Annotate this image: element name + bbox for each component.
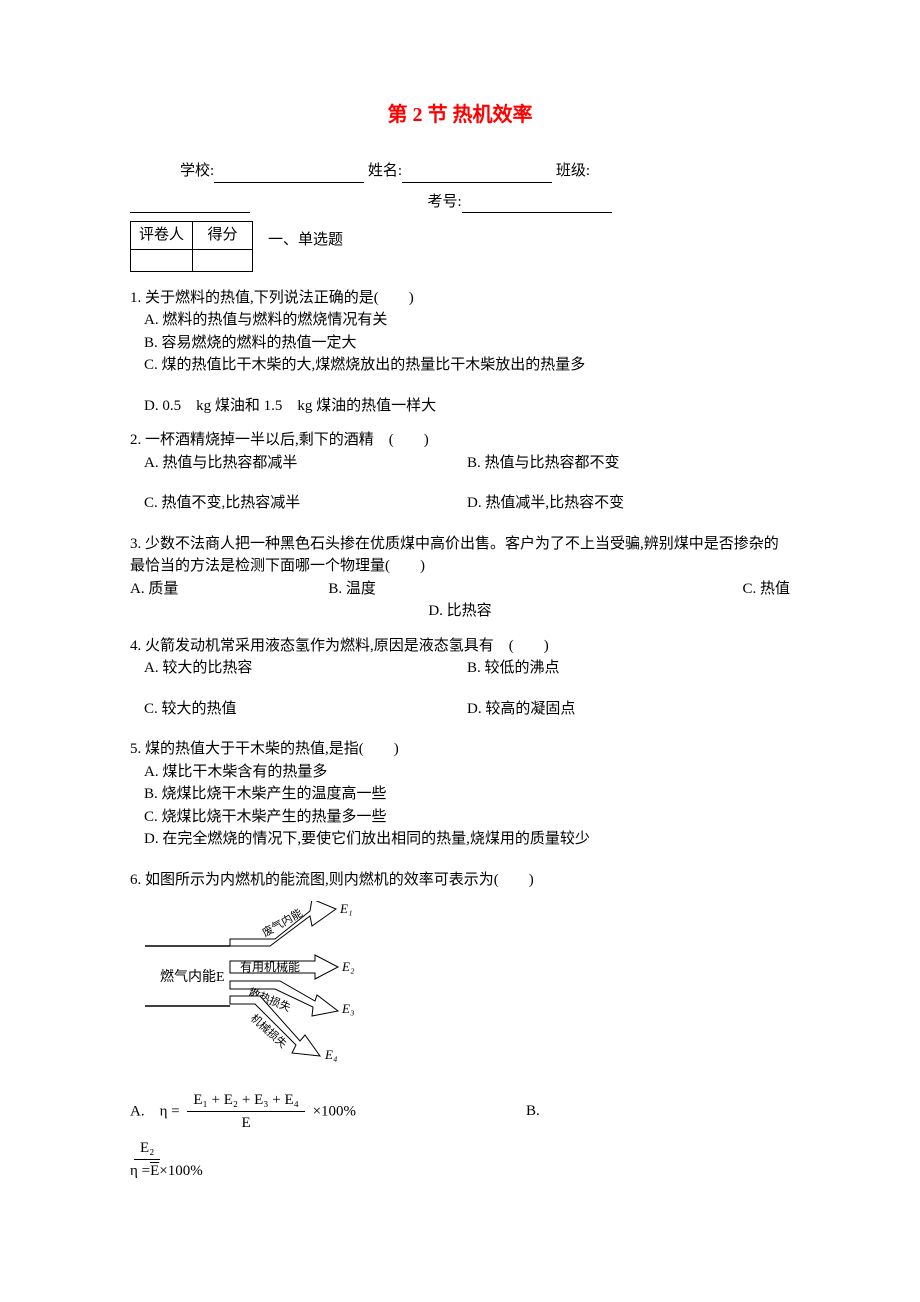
- q4-opt-c: C. 较大的热值: [130, 698, 467, 721]
- grade-col-2: 得分: [193, 222, 253, 250]
- question-3: 3. 少数不法商人把一种黑色石头掺在优质煤中高价出售。客户为了不上当受骗,辨别煤…: [130, 533, 790, 623]
- section-1-label: 一、单选题: [268, 221, 343, 252]
- q1-opt-a: A. 燃料的热值与燃料的燃烧情况有关: [130, 309, 790, 332]
- q2-opt-a: A. 热值与比热容都减半: [130, 452, 467, 475]
- name-label: 姓名:: [368, 163, 402, 179]
- q1-opt-b: B. 容易燃烧的燃料的热值一定大: [130, 332, 790, 355]
- class-blank: [130, 195, 250, 213]
- q3-opt-d: D. 比热容: [130, 600, 790, 623]
- q6-stem: 6. 如图所示为内燃机的能流图,则内燃机的效率可表示为( ): [130, 869, 790, 892]
- q6-opt-a: A. η = E₁ + E₂ + E₃ + E₄ E ×100%: [130, 1089, 526, 1135]
- section-header: 评卷人 得分 一、单选题: [130, 221, 790, 272]
- q5-opt-c: C. 烧煤比烧干木柴产生的热量多一些: [130, 806, 790, 829]
- q4-opt-d: D. 较高的凝固点: [467, 698, 790, 721]
- diagram-E3: E₃: [341, 1001, 354, 1016]
- q1-opt-c: C. 煤的热值比干木柴的大,煤燃烧放出的热量比干木柴放出的热量多: [130, 354, 790, 377]
- page-title: 第 2 节 热机效率: [130, 100, 790, 130]
- diagram-E4: E₄: [324, 1047, 338, 1062]
- question-5: 5. 煤的热值大于干木柴的热值,是指( ) A. 煤比干木柴含有的热量多 B. …: [130, 738, 790, 851]
- q2-opt-b: B. 热值与比热容都不变: [467, 452, 790, 475]
- q3-opt-a: A. 质量: [130, 578, 178, 601]
- q1-opt-d: D. 0.5 kg 煤油和 1.5 kg 煤油的热值一样大: [130, 395, 790, 418]
- grade-blank-1: [131, 249, 193, 271]
- grade-blank-2: [193, 249, 253, 271]
- q4-opt-b: B. 较低的沸点: [467, 657, 790, 680]
- school-blank: [214, 165, 364, 183]
- q4-opt-a: A. 较大的比热容: [130, 657, 467, 680]
- q4-stem: 4. 火箭发动机常采用液态氢作为燃料,原因是液态氢具有 ( ): [130, 635, 790, 658]
- q1-stem: 1. 关于燃料的热值,下列说法正确的是( ): [130, 287, 790, 310]
- exam-no-blank: [462, 195, 612, 213]
- header-info-2: 考号:: [130, 191, 790, 214]
- q6-opt-b-formula: E₂ η =E×100%: [130, 1137, 790, 1183]
- q3-opt-b: B. 温度: [328, 578, 376, 601]
- q5-opt-d: D. 在完全燃烧的情况下,要使它们放出相同的热量,烧煤用的质量较少: [130, 828, 790, 851]
- q2-opt-d: D. 热值减半,比热容不变: [467, 492, 790, 515]
- question-1: 1. 关于燃料的热值,下列说法正确的是( ) A. 燃料的热值与燃料的燃烧情况有…: [130, 287, 790, 418]
- grade-table: 评卷人 得分: [130, 221, 253, 272]
- diagram-source-label: 燃气内能E: [160, 968, 225, 985]
- diagram-e2-label: 有用机械能: [240, 959, 300, 974]
- q6-opt-b-label: B.: [526, 1100, 790, 1123]
- q5-opt-a: A. 煤比干木柴含有的热量多: [130, 761, 790, 784]
- question-6: 6. 如图所示为内燃机的能流图,则内燃机的效率可表示为( ) 燃气内能E 废气内…: [130, 869, 790, 1183]
- diagram-E2: E₂: [341, 959, 355, 974]
- q5-opt-b: B. 烧煤比烧干木柴产生的温度高一些: [130, 783, 790, 806]
- diagram-E1: E₁: [339, 901, 352, 916]
- question-4: 4. 火箭发动机常采用液态氢作为燃料,原因是液态氢具有 ( ) A. 较大的比热…: [130, 635, 790, 721]
- exam-no-label: 考号:: [428, 194, 462, 210]
- energy-flow-diagram: 燃气内能E 废气内能 E₁ 有用机械能 E₂ 散热损失 E₃ 机械损失 E₄: [140, 901, 790, 1079]
- q2-opt-c: C. 热值不变,比热容减半: [130, 492, 467, 515]
- q3-stem: 3. 少数不法商人把一种黑色石头掺在优质煤中高价出售。客户为了不上当受骗,辨别煤…: [130, 533, 790, 578]
- q5-stem: 5. 煤的热值大于干木柴的热值,是指( ): [130, 738, 790, 761]
- grade-col-1: 评卷人: [131, 222, 193, 250]
- header-info: 学校: 姓名: 班级:: [130, 160, 790, 183]
- q2-stem: 2. 一杯酒精烧掉一半以后,剩下的酒精 ( ): [130, 429, 790, 452]
- class-label: 班级:: [556, 163, 590, 179]
- question-2: 2. 一杯酒精烧掉一半以后,剩下的酒精 ( ) A. 热值与比热容都减半 B. …: [130, 429, 790, 515]
- name-blank: [402, 165, 552, 183]
- q3-opt-c: C. 热值: [742, 578, 790, 601]
- school-label: 学校:: [180, 163, 214, 179]
